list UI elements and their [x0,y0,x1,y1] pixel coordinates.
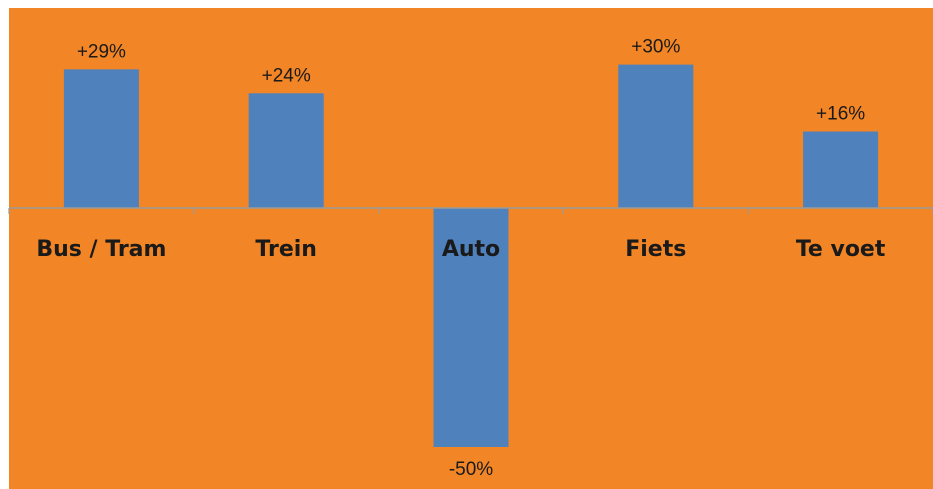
category-label: Auto [442,237,500,262]
bar-fiets [618,64,694,208]
bar-trein [248,93,324,208]
bar-value-label: -50% [449,459,493,480]
category-label: Te voet [796,237,886,262]
bar-auto [433,208,509,447]
category-label: Fiets [625,237,686,262]
bar-bus-tram [63,69,139,208]
bar-value-label: +29% [77,41,126,62]
bar-value-label: +24% [262,65,311,86]
bar-value-label: +30% [631,37,680,58]
bar-te-voet [803,131,879,208]
bar-value-label: +16% [816,104,865,125]
category-label: Bus / Tram [36,237,166,262]
category-label: Trein [255,237,317,262]
